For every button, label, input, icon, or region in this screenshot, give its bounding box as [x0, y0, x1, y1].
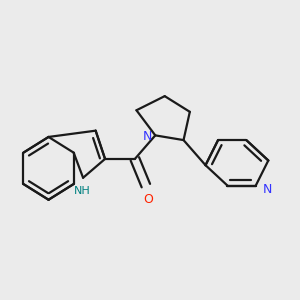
Text: N: N [263, 183, 273, 196]
Text: N: N [142, 130, 152, 143]
Text: O: O [143, 193, 153, 206]
Text: NH: NH [74, 186, 91, 196]
